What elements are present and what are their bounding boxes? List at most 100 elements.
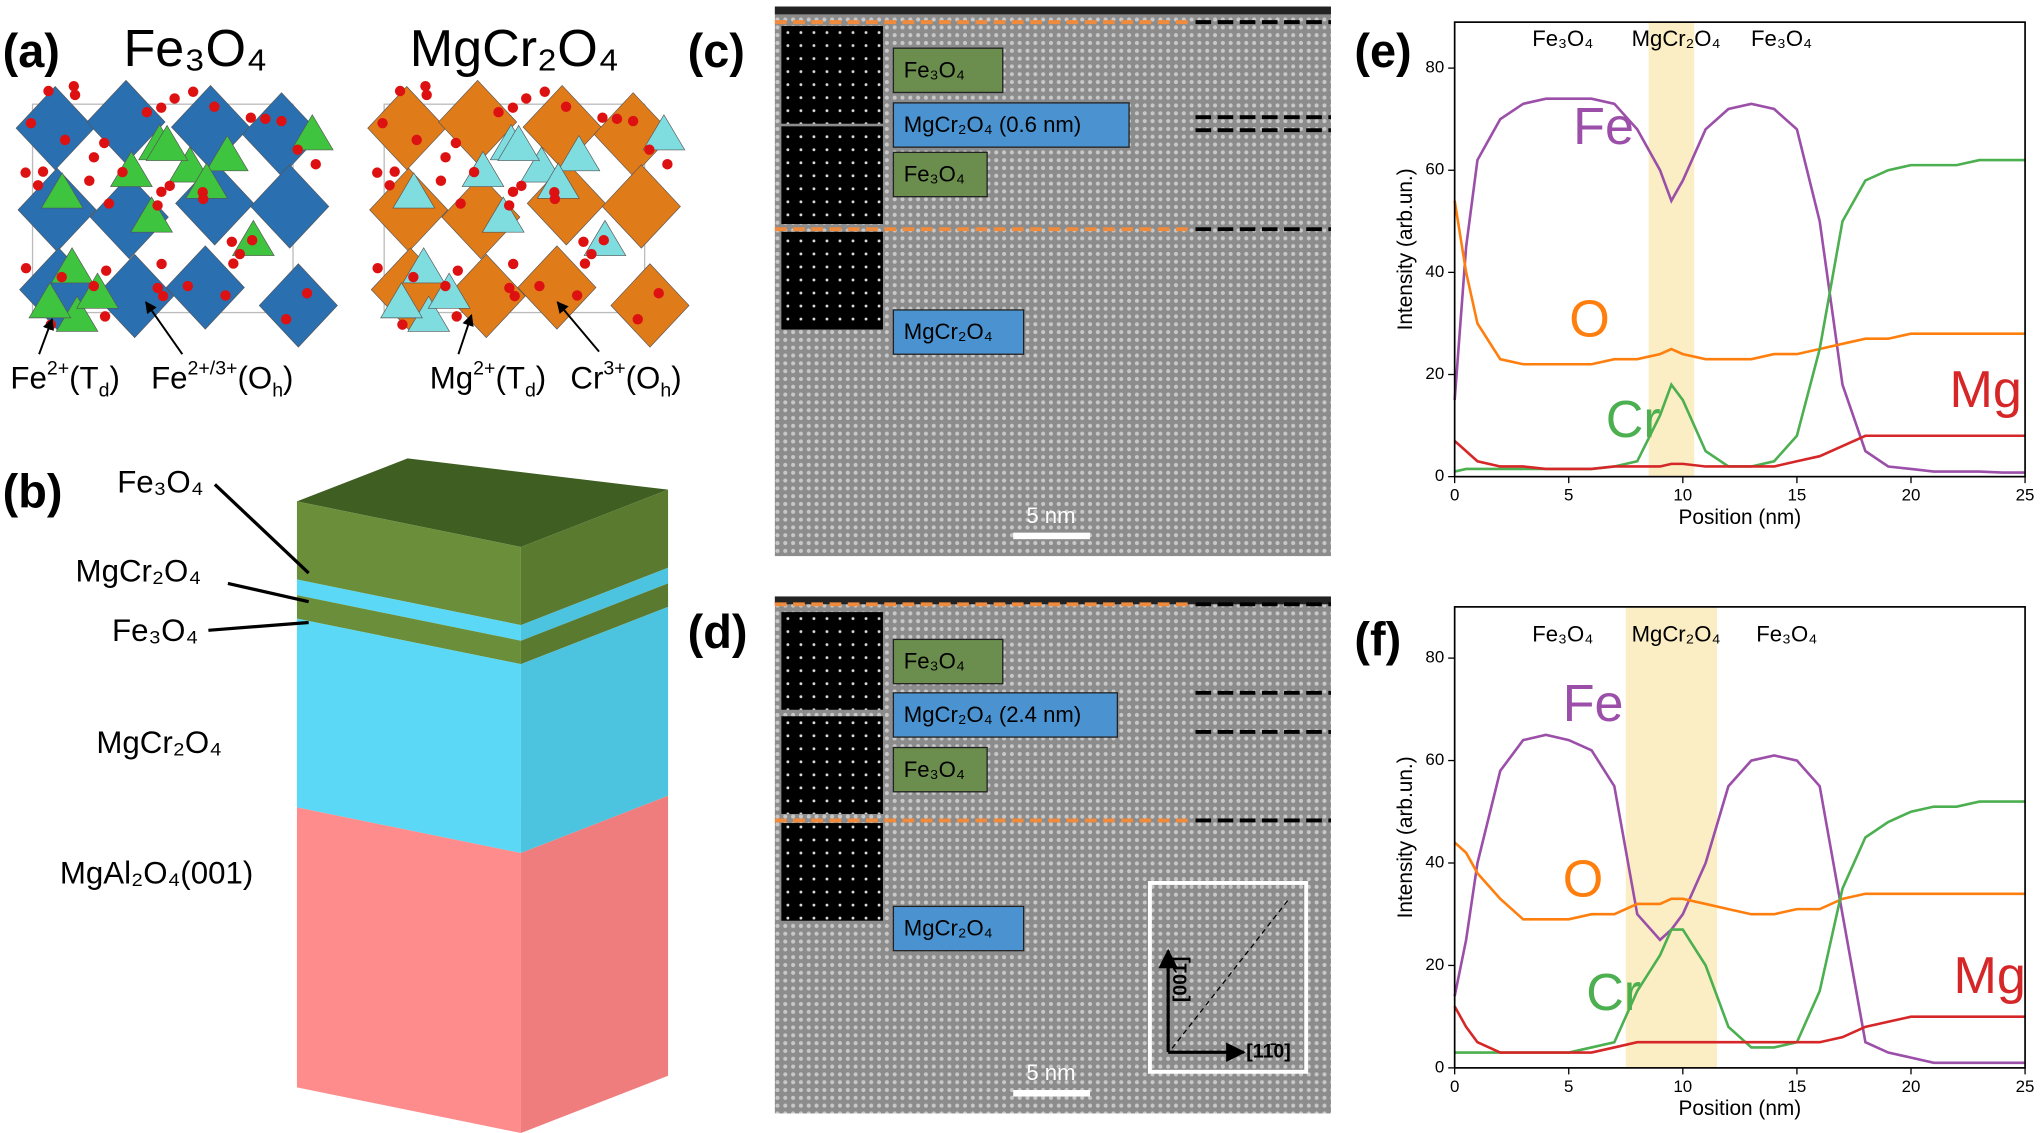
- y-tick-label: 80: [1425, 648, 1444, 667]
- label-text: MgCr₂O₄: [904, 916, 993, 941]
- fft-inset: [781, 231, 883, 330]
- oxygen: [234, 248, 246, 260]
- fft-inset: [781, 716, 883, 814]
- x-tick-label: 5: [1564, 1077, 1573, 1096]
- x-tick-label: 15: [1788, 1077, 1807, 1096]
- oxygen: [69, 89, 81, 101]
- label-box: [892, 692, 1119, 738]
- ion-label-part: d: [99, 379, 110, 401]
- label-text: MgCr₂O₄ (0.6 nm): [904, 112, 1081, 137]
- series-line: [1453, 97, 2026, 474]
- panel-label: (f): [1354, 614, 1401, 666]
- ion-label: Mg2+(Td): [430, 357, 546, 401]
- oxygen: [43, 85, 54, 97]
- oxygen: [56, 271, 67, 283]
- top-face: [296, 458, 669, 547]
- series-label: Mg: [1953, 947, 2025, 1005]
- oxygen: [451, 311, 462, 322]
- oxygen: [539, 86, 550, 97]
- oxygen: [579, 258, 591, 269]
- region-label: Fe₃O₄: [1532, 26, 1593, 51]
- oxygen: [598, 235, 609, 246]
- oxygen: [156, 102, 167, 113]
- structure-title: Fe₃O₄: [123, 20, 267, 78]
- oxygen: [228, 258, 239, 269]
- inset-axis-label: [11̄0]: [1246, 1040, 1290, 1062]
- oxygen: [292, 144, 303, 155]
- label-text: Fe₃O₄: [904, 757, 965, 782]
- front-face: [296, 579, 521, 641]
- x-axis-label: Position (nm): [1679, 1097, 1802, 1120]
- ion-label-part: h: [272, 379, 283, 401]
- oxygen: [182, 280, 194, 292]
- oxygen: [534, 280, 545, 292]
- charts: Fe O Cr Mg 0 5 10 15 20 25 0 20 40 60 80 Position (nm) I…: [1354, 21, 2035, 1120]
- ion-label-part: 2+/3+: [188, 357, 238, 379]
- series-label: Cr: [1586, 964, 1641, 1022]
- label-box: [892, 151, 988, 198]
- oxygen: [220, 290, 231, 301]
- y-tick-label: 40: [1425, 262, 1444, 281]
- oxygen: [468, 166, 480, 178]
- series-label: Cr: [1606, 391, 1661, 449]
- side-face: [520, 489, 669, 626]
- label-text: Fe₃O₄: [904, 649, 965, 674]
- fft-inset: [781, 26, 883, 124]
- tetrahedron: [145, 124, 189, 161]
- structure-title: MgCr₂O₄: [410, 20, 619, 78]
- fft-inset: [781, 823, 883, 921]
- series-label: Fe: [1573, 98, 1634, 156]
- oxygen: [141, 107, 153, 118]
- oxygen: [245, 112, 257, 123]
- ion-label-part: (T: [495, 361, 525, 396]
- ion-label-part: Cr: [570, 361, 603, 396]
- oxygen: [117, 166, 128, 178]
- layer-label: MgCr₂O₄: [96, 725, 222, 760]
- oxygen: [32, 180, 44, 191]
- tetrahedron: [205, 134, 249, 172]
- x-tick-label: 5: [1564, 486, 1573, 505]
- ion-label-part: 2+: [473, 357, 495, 379]
- side-face: [520, 606, 669, 854]
- tetrahedron: [40, 172, 84, 209]
- x-tick-label: 0: [1450, 1077, 1459, 1096]
- oxygen: [68, 80, 80, 92]
- ion-label: Fe2+/3+(Oh): [151, 357, 293, 401]
- y-tick-label: 20: [1425, 955, 1444, 974]
- tetrahedron: [130, 196, 174, 233]
- layer-block: [296, 458, 669, 1133]
- layer-label: Fe₃O₄: [112, 613, 198, 648]
- tetrahedron: [76, 272, 119, 309]
- tetrahedron: [497, 124, 541, 161]
- series-label: O: [1563, 851, 1604, 909]
- micrographs: Fe₃O₄ MgCr₂O₄ (0.6 nm) Fe₃O₄ MgCr₂O₄ 5 nm Fe₃…: [774, 6, 1331, 1114]
- oxygen: [440, 152, 451, 163]
- oxygen: [411, 134, 422, 146]
- series-label: Fe: [1563, 675, 1624, 733]
- plot-frame: [1453, 606, 2026, 1069]
- ion-label-part: d: [525, 379, 536, 401]
- oxygen: [571, 290, 583, 301]
- ion-label-part: 3+: [603, 357, 625, 379]
- oxygen: [152, 282, 163, 294]
- y-tick-label: 40: [1425, 852, 1444, 871]
- oxygen: [226, 236, 238, 248]
- oxygen: [157, 290, 169, 302]
- oxygen: [440, 280, 451, 292]
- oxygen: [59, 134, 71, 146]
- oxygen: [100, 265, 112, 276]
- octahedron: [95, 253, 175, 339]
- crystal-mgcr2o4: [367, 79, 690, 348]
- oxygen: [508, 258, 519, 270]
- tetrahedron: [28, 282, 72, 319]
- tetrahedron: [427, 272, 471, 309]
- ion-label-part: (T: [69, 361, 99, 396]
- panel-label: (e): [1354, 25, 1411, 77]
- oxygen: [597, 112, 608, 123]
- y-axis-label: Intensity (arb.un.): [1394, 168, 1417, 330]
- x-tick-label: 25: [2016, 1077, 2035, 1096]
- oxygen: [103, 198, 115, 209]
- oxygen: [164, 180, 175, 192]
- fft-inset: [781, 126, 883, 224]
